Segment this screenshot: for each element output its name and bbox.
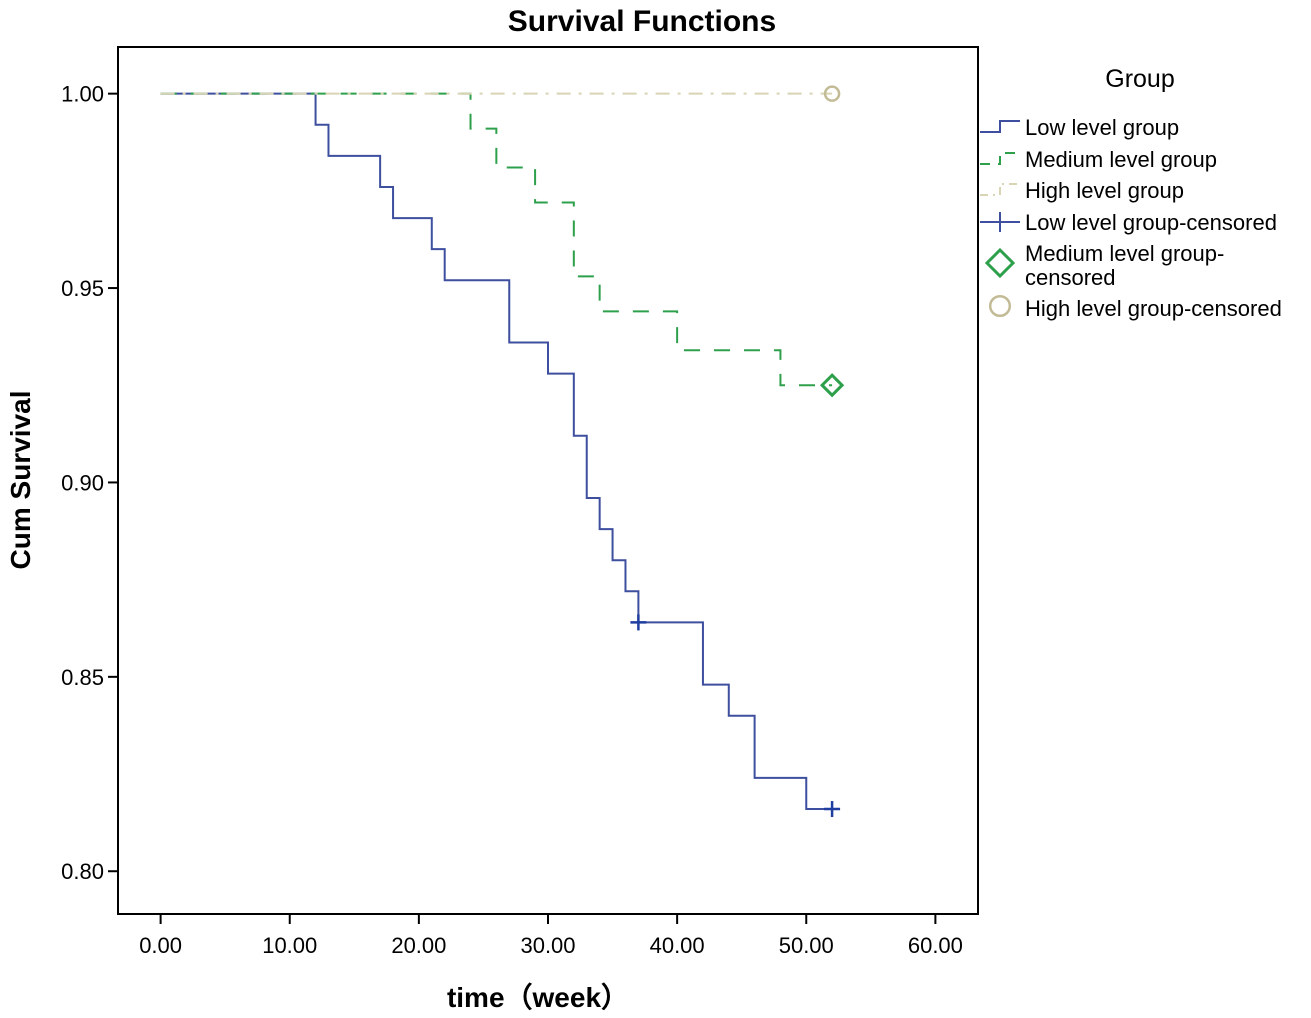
legend-swatch-line (980, 120, 1020, 133)
legend-swatch-line (980, 183, 1020, 196)
y-axis-title: Cum Survival (5, 391, 36, 570)
y-tick-label: 1.00 (61, 82, 104, 107)
x-tick-label: 20.00 (391, 933, 446, 958)
legend-title: Group (1105, 65, 1174, 93)
legend-swatch-censor-high (988, 294, 1012, 318)
series-line-medium (160, 92, 833, 387)
censor-marker (824, 801, 841, 818)
censor-markers (630, 85, 845, 818)
x-tick-label: 60.00 (908, 933, 963, 958)
x-axis-title: time（week） (447, 981, 629, 1013)
x-axis: 0.00 10.00 20.00 30.00 40.00 50.00 60.00 (139, 914, 963, 958)
legend-swatch-censor-medium (984, 247, 1016, 279)
series-line-low (160, 92, 833, 811)
y-tick-label: 0.80 (61, 859, 104, 884)
chart-title: Survival Functions (508, 5, 776, 38)
legend-swatch-line (980, 152, 1020, 165)
legend-swatch-censor-low (980, 212, 1020, 232)
legend-label: Low level group (1025, 115, 1179, 140)
legend-label: High level group-censored (1025, 296, 1282, 321)
y-tick-label: 0.90 (61, 470, 104, 495)
legend-label: Medium level group-censored (1025, 241, 1224, 290)
plot-area-frame (117, 46, 979, 915)
censor-marker (630, 614, 647, 631)
series-layer (160, 92, 833, 811)
censor-marker (819, 373, 845, 398)
x-tick-label: 30.00 (520, 933, 575, 958)
y-axis: 0.80 0.85 0.90 0.95 1.00 (61, 82, 118, 884)
legend-label: Low level group-censored (1025, 210, 1277, 235)
x-tick-label: 10.00 (262, 933, 317, 958)
legend: Group Low level group Medium level group H… (980, 65, 1282, 321)
legend-label: High level group (1025, 178, 1184, 203)
x-tick-label: 40.00 (650, 933, 705, 958)
censor-marker (823, 85, 841, 102)
legend-label: Medium level group (1025, 147, 1217, 172)
x-tick-label: 50.00 (779, 933, 834, 958)
x-tick-label: 0.00 (139, 933, 182, 958)
y-tick-label: 0.95 (61, 276, 104, 301)
y-tick-label: 0.85 (61, 665, 104, 690)
